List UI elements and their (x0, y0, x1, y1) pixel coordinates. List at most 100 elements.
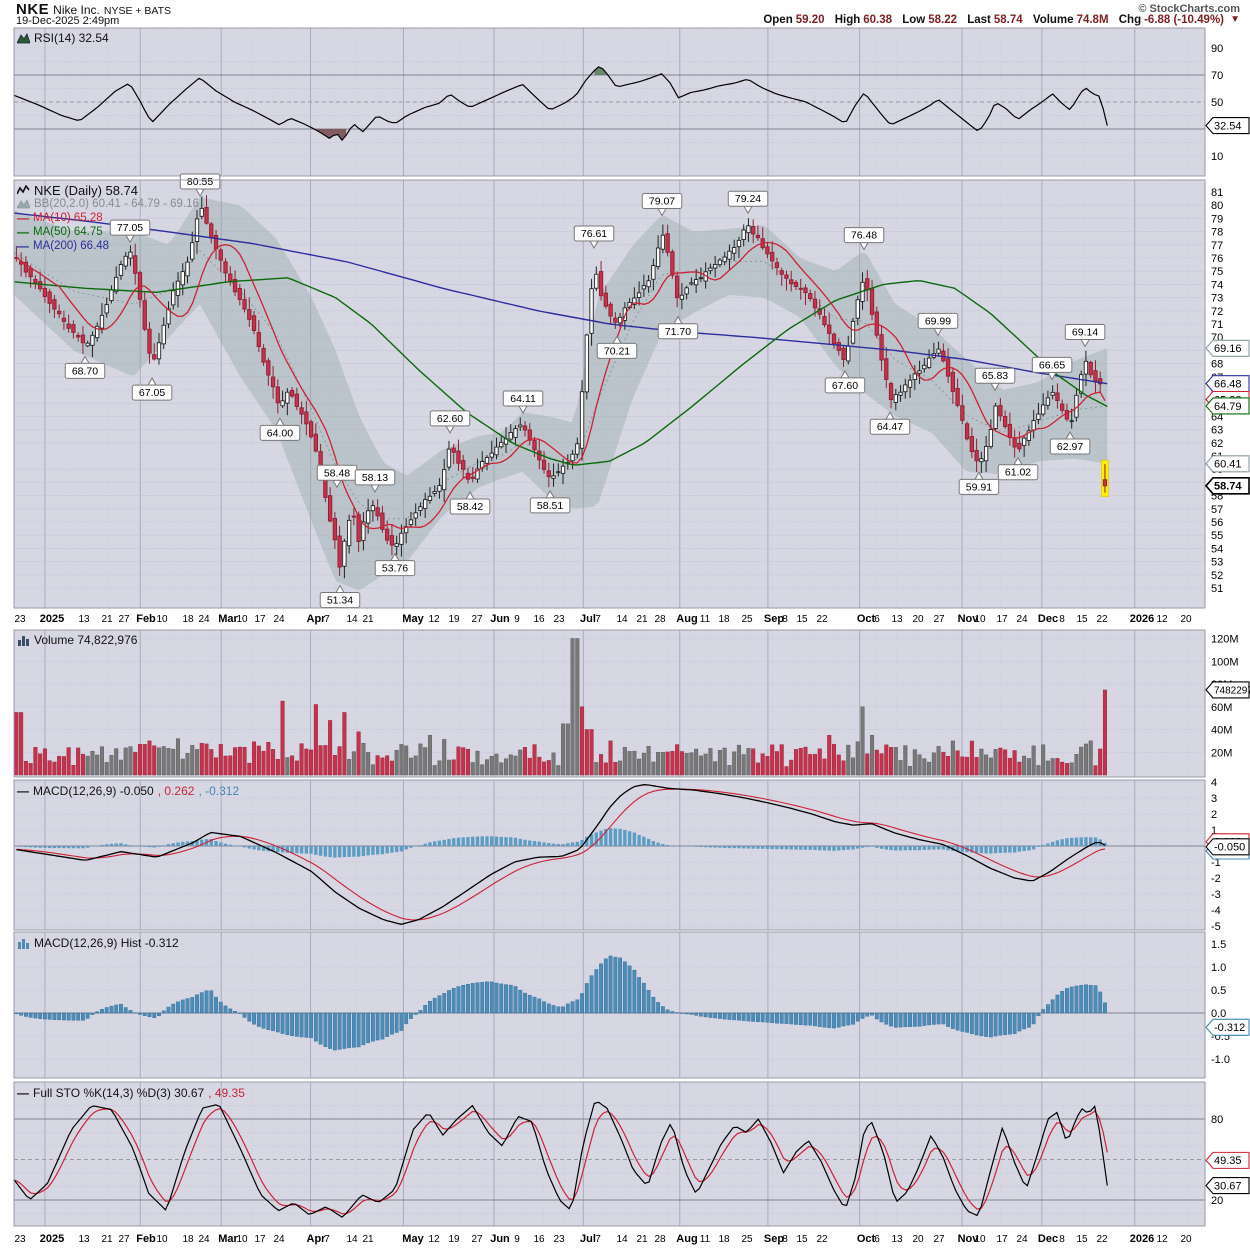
hist-axis-badge (1205, 1018, 1250, 1036)
svg-text:58.42: 58.42 (457, 501, 483, 513)
svg-text:78: 78 (1211, 227, 1223, 239)
price-annotation (843, 227, 885, 244)
svg-text:10: 10 (974, 614, 986, 625)
svg-text:71: 71 (1211, 319, 1223, 331)
svg-text:23: 23 (553, 614, 565, 625)
svg-text:10: 10 (236, 1234, 248, 1245)
svg-text:18: 18 (182, 614, 194, 625)
svg-text:20: 20 (1180, 1234, 1192, 1245)
svg-text:66.48: 66.48 (1214, 378, 1242, 390)
svg-text:22: 22 (816, 1234, 828, 1245)
svg-text:3: 3 (1211, 793, 1217, 805)
svg-text:Oct: Oct (857, 613, 876, 625)
svg-text:66.65: 66.65 (1039, 359, 1065, 371)
hist-panel: 1.51.00.50.0-0.5-1.0-0.312 (13, 931, 1250, 1079)
svg-text:63: 63 (1211, 425, 1223, 437)
svg-text:13: 13 (891, 614, 903, 625)
high-label: High (834, 14, 861, 26)
volume-label: Volume (1032, 14, 1074, 26)
svg-text:54: 54 (1211, 543, 1223, 555)
hist-bars (14, 955, 1107, 1051)
svg-text:76: 76 (1211, 253, 1223, 265)
svg-text:12: 12 (1156, 614, 1168, 625)
header: NKE Nike Inc. NYSE + BATS (16, 1, 171, 19)
svg-text:May: May (402, 1233, 424, 1245)
svg-text:11: 11 (700, 614, 711, 625)
quote-dropdown-arrow[interactable]: ▼ (1230, 14, 1240, 25)
svg-text:7: 7 (324, 614, 330, 625)
svg-text:-1.0: -1.0 (1211, 1054, 1230, 1066)
price-axis-badge (1205, 397, 1250, 415)
svg-text:-3: -3 (1211, 889, 1221, 901)
svg-text:24: 24 (198, 614, 210, 625)
price-annotation (641, 192, 683, 209)
svg-text:9: 9 (514, 614, 520, 625)
svg-text:11: 11 (700, 1234, 711, 1245)
svg-text:60M: 60M (1211, 702, 1232, 714)
svg-text:6: 6 (874, 614, 880, 625)
svg-text:24: 24 (1016, 1234, 1028, 1245)
svg-text:Jun: Jun (490, 613, 510, 625)
svg-text:58.48: 58.48 (324, 467, 350, 479)
svg-text:72: 72 (1211, 306, 1223, 318)
svg-text:80: 80 (1211, 200, 1223, 212)
price-axis-badge (1205, 455, 1250, 473)
svg-text:64.47: 64.47 (877, 421, 903, 433)
svg-text:14: 14 (616, 614, 628, 625)
svg-text:79.24: 79.24 (735, 193, 761, 205)
price-annotation (131, 384, 173, 401)
price-annotation (997, 464, 1039, 481)
price-annotation (259, 424, 301, 441)
svg-text:2026: 2026 (1130, 613, 1154, 625)
price-annotation (1049, 438, 1091, 455)
svg-text:71.70: 71.70 (665, 326, 691, 338)
price-annotation (429, 410, 471, 427)
ticker-symbol: NKE (16, 1, 50, 18)
svg-text:27: 27 (933, 614, 945, 625)
svg-text:1.0: 1.0 (1211, 962, 1226, 974)
sto-axis-badge (1205, 1151, 1250, 1169)
price-axis-badge (1205, 375, 1250, 393)
price-annotation (824, 377, 866, 394)
svg-text:70: 70 (1211, 70, 1223, 82)
svg-text:28: 28 (654, 1234, 666, 1245)
svg-text:9: 9 (514, 1234, 520, 1245)
svg-text:17: 17 (254, 1234, 266, 1245)
svg-text:24: 24 (273, 1234, 285, 1245)
svg-text:21: 21 (636, 1234, 648, 1245)
low-label: Low (902, 14, 926, 26)
svg-text:12: 12 (1156, 1234, 1168, 1245)
svg-text:15: 15 (1076, 614, 1088, 625)
svg-text:64.79: 64.79 (1214, 401, 1242, 413)
svg-text:61.02: 61.02 (1005, 467, 1031, 479)
svg-text:24: 24 (198, 1234, 210, 1245)
svg-text:24: 24 (1016, 614, 1028, 625)
price-panel: 5152535455565758596061626364656667686970… (13, 173, 1250, 609)
svg-text:80.55: 80.55 (187, 176, 213, 188)
svg-text:62.97: 62.97 (1057, 441, 1083, 453)
svg-text:57: 57 (1211, 504, 1223, 516)
svg-text:53: 53 (1211, 557, 1223, 569)
svg-text:21: 21 (636, 614, 648, 625)
svg-text:77: 77 (1211, 240, 1223, 252)
last-label: Last (967, 14, 991, 26)
svg-text:18: 18 (182, 1234, 194, 1245)
svg-text:12: 12 (428, 614, 440, 625)
svg-text:15: 15 (1076, 1234, 1088, 1245)
sto-panel: 80 20 49.35 30.67 (13, 1081, 1250, 1227)
svg-text:90: 90 (1211, 43, 1223, 55)
svg-text:19: 19 (448, 614, 460, 625)
svg-text:68: 68 (1211, 359, 1223, 371)
svg-text:51: 51 (1211, 583, 1223, 595)
svg-text:12: 12 (428, 1234, 440, 1245)
svg-text:20: 20 (1211, 1195, 1223, 1207)
svg-text:53.76: 53.76 (382, 563, 408, 575)
svg-text:58.74: 58.74 (1214, 481, 1242, 493)
svg-text:16: 16 (533, 1234, 545, 1245)
svg-text:May: May (402, 613, 424, 625)
svg-text:80: 80 (1211, 1114, 1223, 1126)
svg-text:13: 13 (78, 614, 90, 625)
svg-text:Mar: Mar (218, 613, 238, 625)
svg-text:Dec: Dec (1038, 1233, 1058, 1245)
